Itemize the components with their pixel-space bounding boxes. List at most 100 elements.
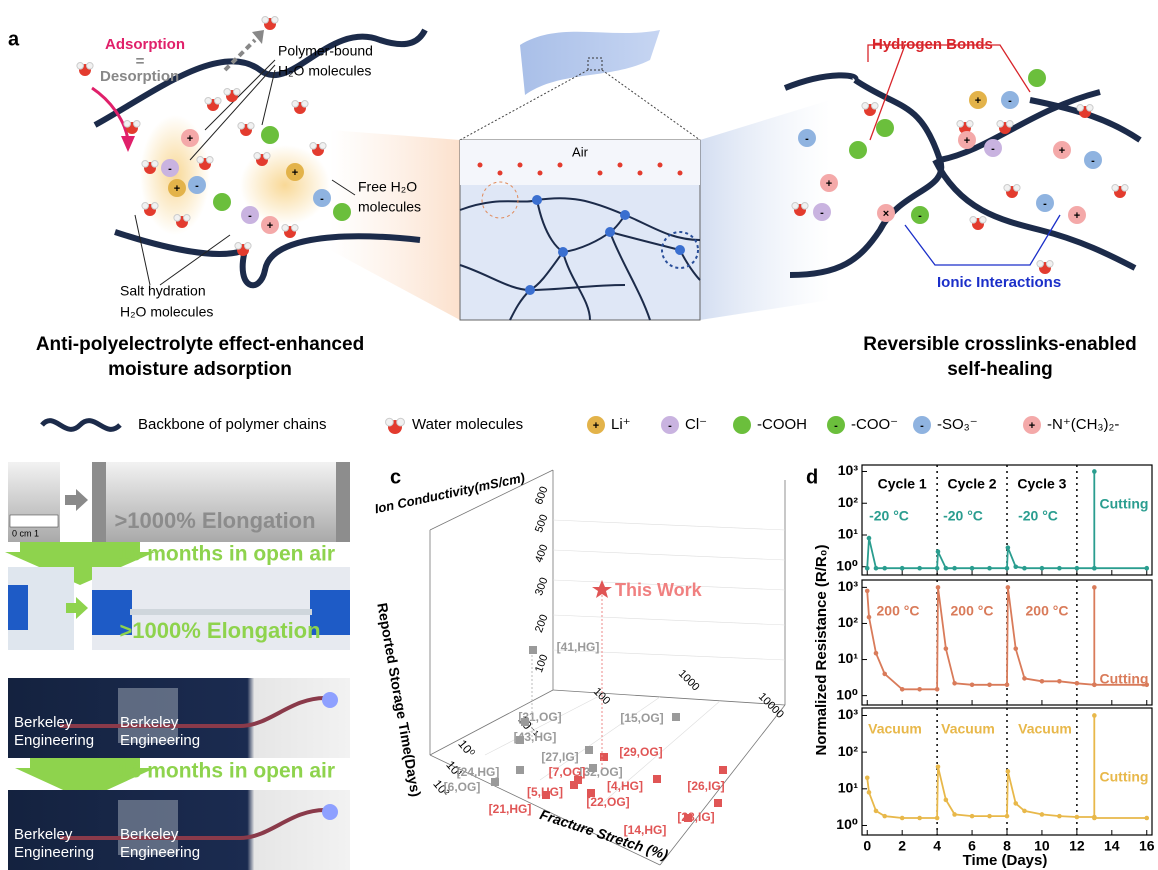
water-small	[638, 171, 643, 176]
led	[322, 692, 338, 708]
ion-sign: -	[834, 420, 838, 432]
label: Hydrogen Bonds	[872, 36, 993, 53]
data-point	[1092, 469, 1097, 474]
data-point	[882, 672, 887, 677]
data-cube	[542, 791, 550, 799]
water-hydrogen	[1004, 185, 1011, 192]
ion	[261, 126, 279, 144]
data-point	[935, 566, 940, 571]
annotation: 200 °C	[951, 603, 994, 619]
water-small	[658, 163, 663, 168]
caption: self-healing	[947, 359, 1053, 380]
data-point	[987, 814, 992, 819]
board-text: Engineering	[120, 732, 200, 749]
water-hydrogen	[310, 143, 317, 150]
board-text: Berkeley	[14, 714, 73, 731]
ion	[1028, 69, 1046, 87]
data-point	[952, 812, 957, 817]
x-tick-label: 2	[898, 838, 906, 854]
photo-label: 16 months in open air	[118, 543, 335, 566]
polymer-backbone	[935, 160, 1135, 268]
photo-label: >1000% Elongation	[119, 618, 320, 643]
ion-sign: +	[1059, 145, 1065, 157]
data-point	[987, 682, 992, 687]
ion-sign: +	[826, 178, 832, 190]
water-hydrogen	[802, 203, 809, 210]
polymer-backbone	[785, 75, 1100, 160]
data-point	[917, 687, 922, 692]
board-text: Engineering	[120, 844, 200, 861]
data-cube	[684, 814, 692, 822]
axis-title: Time (Days)	[963, 852, 1048, 869]
y-tick-label: 10³	[838, 706, 859, 722]
zoom-line	[602, 70, 700, 140]
water-hydrogen	[184, 215, 191, 222]
ion-sign: -	[248, 210, 252, 222]
ion	[213, 193, 231, 211]
water-hydrogen	[235, 243, 242, 250]
data-point	[935, 816, 940, 821]
ion-sign: +	[964, 135, 970, 147]
water-hydrogen	[142, 203, 149, 210]
data-cube	[653, 775, 661, 783]
panel-label: a	[8, 28, 20, 50]
clamp	[336, 462, 350, 542]
data-point	[1006, 545, 1011, 550]
cycle-label: Cycle 3	[1017, 476, 1066, 492]
data-point	[917, 816, 922, 821]
data-point	[1057, 814, 1062, 819]
water-hydrogen	[77, 63, 84, 70]
water-small	[538, 171, 543, 176]
callout-line	[262, 70, 275, 125]
point-label: [7,OG]	[549, 765, 586, 779]
z-tick-label: 600	[533, 485, 551, 506]
point-label: [14,HG]	[624, 823, 667, 837]
data-cube	[516, 766, 524, 774]
arrowhead	[121, 136, 135, 152]
y-tick-label: 10⁰	[836, 816, 858, 832]
label: Polymer-bound	[278, 43, 373, 59]
data-point	[874, 809, 879, 814]
ion-sign: +	[975, 95, 981, 107]
water-small	[478, 163, 483, 168]
ion-sign: -	[991, 143, 995, 155]
water-hydrogen	[254, 153, 261, 160]
y-tick-label: 10²	[838, 743, 859, 759]
data-point	[1040, 679, 1045, 684]
water-hydrogen	[967, 121, 974, 128]
water-hydrogen	[292, 101, 299, 108]
ion-sign: +	[267, 220, 273, 232]
glove	[8, 585, 28, 630]
x-tick-label: 14	[1104, 838, 1120, 854]
caption: Anti-polyelectrolyte effect-enhanced	[36, 334, 364, 355]
water-hydrogen	[152, 161, 159, 168]
data-point	[1013, 646, 1018, 651]
data-cube	[585, 746, 593, 754]
water-hydrogen	[174, 215, 181, 222]
water-small	[618, 163, 623, 168]
ion-sign: +	[1074, 210, 1080, 222]
water-hydrogen	[792, 203, 799, 210]
water-small	[678, 171, 683, 176]
label: Free H₂O	[358, 179, 417, 195]
data-point	[1006, 769, 1011, 774]
data-point	[1075, 681, 1080, 686]
data-point	[867, 615, 872, 620]
point-label: [6,OG]	[444, 780, 481, 794]
data-point	[882, 814, 887, 819]
legend-backbone	[42, 421, 120, 430]
water-hydrogen	[862, 103, 869, 110]
y-tick-label: 10⁰	[455, 737, 478, 760]
ion-sign: -	[920, 420, 924, 432]
figure: aAdsorption=DesorptionPolymer-boundH₂O m…	[0, 0, 1158, 870]
water-hydrogen	[124, 121, 131, 128]
grid-line	[553, 550, 785, 560]
arrow	[65, 489, 88, 511]
ion-sign: +	[292, 167, 298, 179]
x-tick-label: 16	[1139, 838, 1155, 854]
y-tick-label: 10²	[838, 494, 859, 510]
film-sheet	[520, 30, 660, 95]
water-hydrogen	[397, 418, 405, 426]
x-tick-label: 6	[968, 838, 976, 854]
water-hydrogen	[238, 123, 245, 130]
